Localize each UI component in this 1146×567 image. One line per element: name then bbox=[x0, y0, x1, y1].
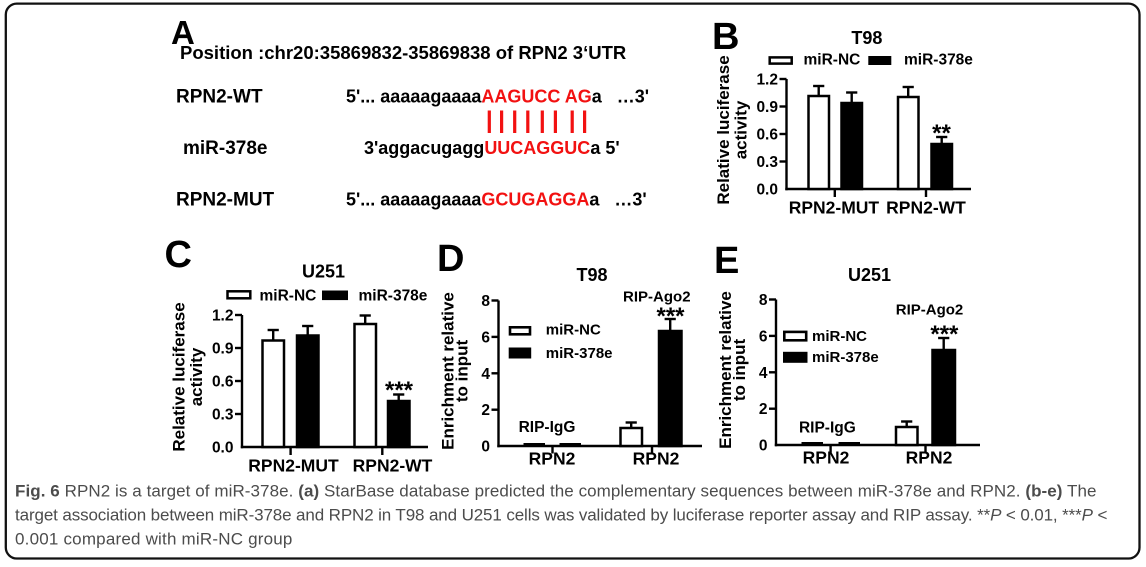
svg-text:miR-NC: miR-NC bbox=[804, 52, 861, 69]
svg-text:A: A bbox=[171, 14, 195, 51]
svg-text:RIP-IgG: RIP-IgG bbox=[799, 420, 856, 437]
svg-text:Fig. 6 RPN2 is a target of miR: Fig. 6 RPN2 is a target of miR-378e. (a)… bbox=[15, 482, 1097, 501]
svg-text:activity: activity bbox=[187, 347, 206, 406]
svg-text:Relative luciferase: Relative luciferase bbox=[170, 302, 189, 451]
svg-text:***: *** bbox=[385, 377, 414, 404]
svg-text:0: 0 bbox=[481, 439, 490, 456]
svg-text:4: 4 bbox=[481, 366, 490, 383]
svg-text:2: 2 bbox=[481, 402, 490, 419]
svg-text:miR-378e: miR-378e bbox=[812, 349, 879, 366]
svg-text:E: E bbox=[714, 240, 739, 282]
svg-text:RIP-IgG: RIP-IgG bbox=[519, 419, 576, 436]
svg-text:0.0: 0.0 bbox=[756, 182, 778, 199]
svg-text:Enrichment relative: Enrichment relative bbox=[716, 291, 735, 449]
svg-text:T98: T98 bbox=[851, 28, 882, 48]
svg-text:RPN2: RPN2 bbox=[803, 448, 850, 468]
svg-text:miR-378e: miR-378e bbox=[904, 52, 973, 69]
svg-text:Enrichment relative: Enrichment relative bbox=[439, 292, 458, 450]
svg-text:B: B bbox=[712, 16, 739, 58]
svg-text:RPN2-MUT: RPN2-MUT bbox=[176, 190, 275, 211]
svg-text:RPN2-WT: RPN2-WT bbox=[886, 198, 966, 218]
svg-text:0.3: 0.3 bbox=[212, 407, 234, 424]
svg-text:C: C bbox=[165, 234, 192, 276]
svg-text:D: D bbox=[437, 238, 464, 280]
svg-text:3'aggacugaggUUCAGGUCa 5': 3'aggacugaggUUCAGGUCa 5' bbox=[364, 138, 620, 158]
svg-text:miR-NC: miR-NC bbox=[260, 288, 317, 305]
svg-text:RPN2-MUT: RPN2-MUT bbox=[789, 198, 880, 218]
svg-text:miR-NC: miR-NC bbox=[546, 322, 601, 339]
svg-text:0.3: 0.3 bbox=[756, 154, 778, 171]
svg-text:T98: T98 bbox=[576, 265, 607, 285]
svg-text:1.2: 1.2 bbox=[212, 308, 234, 325]
svg-text:2: 2 bbox=[759, 401, 768, 418]
svg-text:0.9: 0.9 bbox=[212, 341, 234, 358]
svg-text:8: 8 bbox=[759, 292, 768, 309]
svg-text:RPN2-WT: RPN2-WT bbox=[176, 87, 263, 108]
svg-text:6: 6 bbox=[759, 328, 768, 345]
svg-text:RIP-Ago2: RIP-Ago2 bbox=[623, 289, 691, 306]
svg-text:U251: U251 bbox=[848, 265, 891, 285]
svg-text:5'... aaaaagaaaaAAGUCC AGa …: 5'... aaaaagaaaaAAGUCC AGa …3' bbox=[346, 87, 649, 107]
svg-text:target association between miR: target association between miR-378e and … bbox=[15, 506, 1107, 525]
svg-text:0.0: 0.0 bbox=[212, 440, 234, 457]
svg-text:5'... aaaaagaaaaGCUGAGGAa …3: 5'... aaaaagaaaaGCUGAGGAa …3' bbox=[346, 190, 647, 210]
svg-text:***: *** bbox=[656, 303, 685, 330]
svg-text:1.2: 1.2 bbox=[756, 72, 778, 89]
svg-text:8: 8 bbox=[481, 293, 490, 310]
svg-text:miR-378e: miR-378e bbox=[546, 345, 613, 362]
svg-text:RPN2: RPN2 bbox=[529, 449, 576, 469]
svg-text:0.6: 0.6 bbox=[756, 127, 778, 144]
svg-text:***: *** bbox=[930, 321, 959, 348]
svg-text:0.9: 0.9 bbox=[756, 99, 778, 116]
svg-text:RPN2-MUT: RPN2-MUT bbox=[248, 456, 339, 476]
svg-text:miR-NC: miR-NC bbox=[812, 328, 867, 345]
svg-text:6: 6 bbox=[481, 329, 490, 346]
svg-text:miR-378e: miR-378e bbox=[359, 288, 428, 305]
svg-text:Position :chr20:35869832-35869: Position :chr20:35869832-35869838 of RPN… bbox=[180, 42, 626, 63]
svg-text:RPN2-WT: RPN2-WT bbox=[353, 456, 433, 476]
svg-text:to input: to input bbox=[453, 340, 472, 403]
svg-text:activity: activity bbox=[732, 100, 751, 159]
svg-text:U251: U251 bbox=[302, 262, 345, 282]
svg-text:RPN2: RPN2 bbox=[906, 448, 953, 468]
svg-text:**: ** bbox=[932, 120, 951, 147]
svg-text:RPN2: RPN2 bbox=[633, 449, 680, 469]
svg-text:0: 0 bbox=[759, 438, 768, 455]
svg-text:4: 4 bbox=[759, 365, 768, 382]
svg-text:Relative luciferase: Relative luciferase bbox=[714, 55, 733, 204]
svg-text:RIP-Ago2: RIP-Ago2 bbox=[896, 302, 964, 319]
svg-text:miR-378e: miR-378e bbox=[183, 138, 268, 159]
svg-text:to input: to input bbox=[730, 339, 749, 402]
svg-text:0.6: 0.6 bbox=[212, 374, 234, 391]
svg-text:0.001 compared with miR-NC gro: 0.001 compared with miR-NC group bbox=[15, 530, 293, 549]
